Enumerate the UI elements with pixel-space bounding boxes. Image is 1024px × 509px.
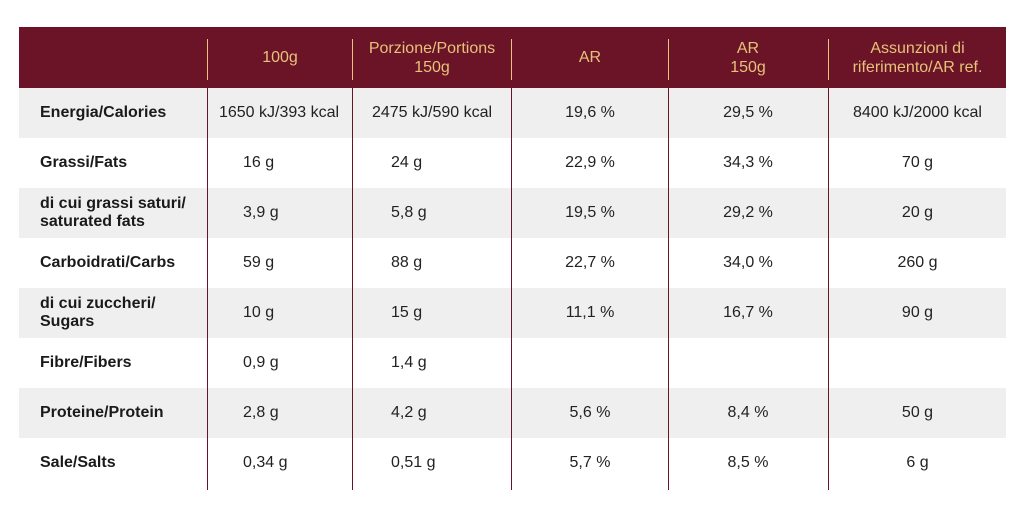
header-ar150-line1: AR [736, 39, 760, 57]
nutrient-label-line1: Proteine/Protein [40, 404, 164, 421]
reference-intake: 6 g [906, 454, 929, 471]
ar-percent: 19,6 % [565, 104, 615, 121]
header-reference-intake: Assunzioni di riferimento/AR ref. [829, 27, 1006, 88]
nutrient-label: Carboidrati/Carbs [40, 238, 215, 288]
table-header: 100g Porzione/Portions 150g AR AR 150g A… [19, 27, 1006, 88]
nutrient-label: Fibre/Fibers [40, 338, 215, 388]
header-100g: 100g [262, 49, 298, 66]
reference-intake: 20 g [901, 204, 934, 221]
value-per-portion: 0,51 g [391, 454, 436, 471]
table-row: di cui grassi saturi/saturated fats 3,9 g… [19, 188, 1006, 238]
header-ar-150g: AR 150g [669, 27, 827, 88]
value-per-100g: 59 g [243, 254, 275, 271]
header-divider [828, 39, 829, 80]
value-per-portion: 24 g [391, 154, 423, 171]
reference-intake: 90 g [901, 304, 934, 321]
table-row: Grassi/Fats 16 g 24 g 22,9 % 34,3 % 70 g [19, 138, 1006, 188]
table-row: Energia/Calories 1650 kJ/393 kcal 2475 kJ/… [19, 88, 1006, 138]
header-divider [207, 39, 208, 80]
reference-intake: 50 g [901, 404, 934, 421]
ar-150g-percent: 34,3 % [723, 154, 773, 171]
reference-intake: 70 g [901, 154, 934, 171]
ar-percent: 22,9 % [565, 154, 615, 171]
nutrient-label: di cui grassi saturi/saturated fats [40, 188, 215, 238]
ar-percent: 11,1 % [565, 304, 615, 321]
nutrient-label: Energia/Calories [40, 88, 215, 138]
header-ar150-line2: 150g [730, 58, 766, 76]
header-portion-line2: 150g [414, 58, 450, 76]
reference-intake [829, 338, 1006, 388]
ar-percent: 5,7 % [569, 454, 611, 471]
nutrient-label-line1: Sale/Salts [40, 454, 116, 471]
value-per-portion: 88 g [391, 254, 423, 271]
nutrient-label-line1: Carboidrati/Carbs [40, 254, 176, 271]
nutrient-label-line1: di cui zuccheri/ [40, 295, 156, 312]
nutrition-table: 100g Porzione/Portions 150g AR AR 150g A… [19, 27, 1006, 490]
value-per-100g: 0,34 g [243, 454, 288, 471]
column-divider [207, 88, 208, 490]
value-per-100g: 16 g [243, 154, 275, 171]
ar-percent: 5,6 % [569, 404, 611, 421]
header-divider [352, 39, 353, 80]
value-per-100g: 2,8 g [243, 404, 279, 421]
reference-intake: 8400 kJ/2000 kcal [853, 104, 982, 121]
ar-150g-percent [669, 338, 827, 388]
table-body: Energia/Calories 1650 kJ/393 kcal 2475 kJ/… [19, 88, 1006, 488]
value-per-100g: 3,9 g [243, 204, 279, 221]
nutrient-label: Grassi/Fats [40, 138, 215, 188]
ar-150g-percent: 16,7 % [723, 304, 773, 321]
nutrient-label: Sale/Salts [40, 438, 215, 488]
table-row: Fibre/Fibers 0,9 g 1,4 g [19, 338, 1006, 388]
reference-intake: 260 g [897, 254, 938, 271]
nutrient-label-line2: Sugars [40, 313, 95, 330]
nutrient-label-line1: di cui grassi saturi/ [40, 195, 186, 212]
column-divider [668, 88, 669, 490]
nutrient-label: Proteine/Protein [40, 388, 215, 438]
column-divider [511, 88, 512, 490]
ar-150g-percent: 29,2 % [723, 204, 773, 221]
nutrient-label-line1: Fibre/Fibers [40, 354, 132, 371]
nutrient-label-line1: Energia/Calories [40, 104, 167, 121]
table-row: di cui zuccheri/Sugars 10 g 15 g 11,1 % 16,7… [19, 288, 1006, 338]
ar-percent: 22,7 % [565, 254, 615, 271]
header-divider [668, 39, 669, 80]
nutrient-label-line1: Grassi/Fats [40, 154, 128, 171]
header-portion-line1: Porzione/Portions [368, 39, 496, 57]
ar-percent [512, 338, 668, 388]
value-per-portion: 1,4 g [391, 354, 427, 371]
nutrient-label: di cui zuccheri/Sugars [40, 288, 215, 338]
ar-150g-percent: 34,0 % [723, 254, 773, 271]
header-divider [511, 39, 512, 80]
ar-150g-percent: 8,4 % [727, 404, 769, 421]
value-per-portion: 4,2 g [391, 404, 427, 421]
column-divider [352, 88, 353, 490]
value-per-portion: 5,8 g [391, 204, 427, 221]
value-per-100g: 0,9 g [243, 354, 279, 371]
header-cell-empty [19, 27, 207, 88]
column-divider [828, 88, 829, 490]
value-per-100g: 10 g [243, 304, 275, 321]
value-per-100g: 1650 kJ/393 kcal [218, 104, 340, 121]
table-row: Carboidrati/Carbs 59 g 88 g 22,7 % 34,0 % 260… [19, 238, 1006, 288]
ar-150g-percent: 8,5 % [727, 454, 769, 471]
ar-percent: 19,5 % [565, 204, 615, 221]
header-portion: Porzione/Portions 150g [353, 27, 511, 88]
value-per-portion: 15 g [391, 304, 423, 321]
header-ref-line1: Assunzioni di [870, 39, 965, 57]
ar-150g-percent: 29,5 % [723, 104, 773, 121]
header-ref-line2: riferimento/AR ref. [852, 58, 983, 76]
table-row: Sale/Salts 0,34 g 0,51 g 5,7 % 8,5 % 6 g [19, 438, 1006, 488]
value-per-portion: 2475 kJ/590 kcal [371, 104, 493, 121]
header-ar: AR [578, 49, 602, 66]
nutrient-label-line2: saturated fats [40, 213, 145, 230]
table-row: Proteine/Protein 2,8 g 4,2 g 5,6 % 8,4 % 50 g [19, 388, 1006, 438]
